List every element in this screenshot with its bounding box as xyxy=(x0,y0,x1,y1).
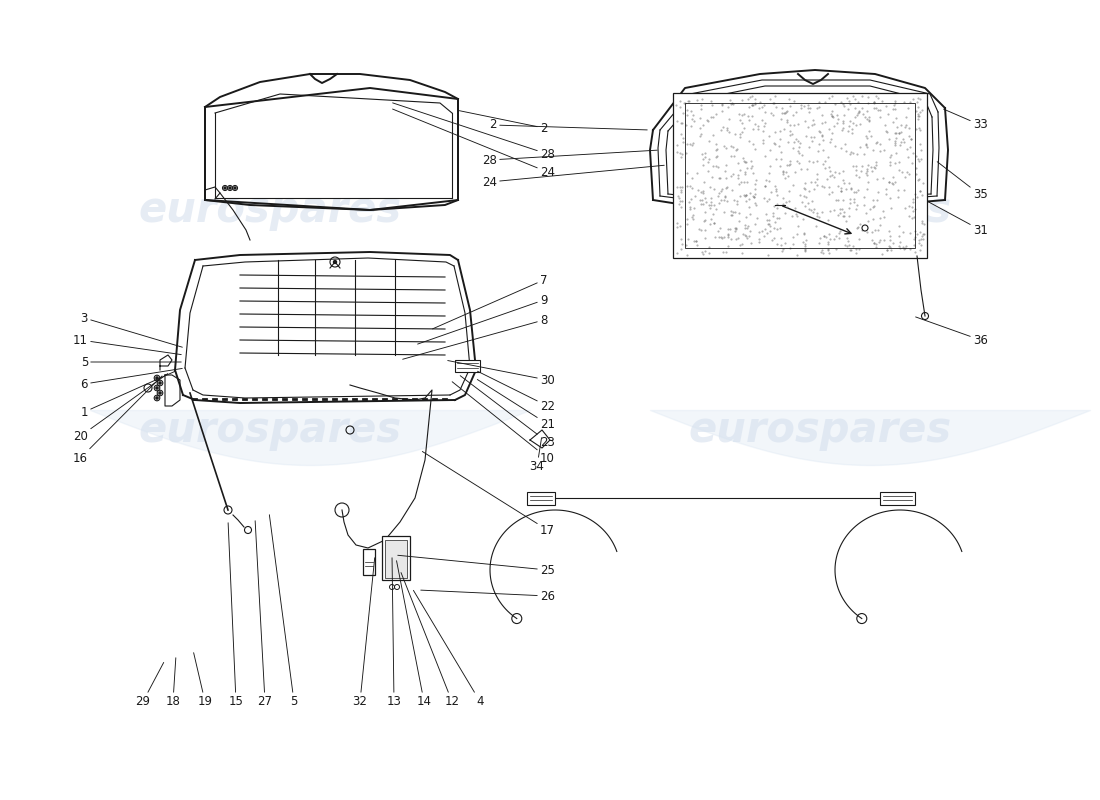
Text: 24: 24 xyxy=(482,166,664,189)
Text: 29: 29 xyxy=(135,662,164,708)
Text: 8: 8 xyxy=(403,314,548,359)
Text: 19: 19 xyxy=(194,653,212,708)
Text: 14: 14 xyxy=(396,561,431,708)
Circle shape xyxy=(156,397,158,399)
Bar xyxy=(685,103,915,248)
Text: 2: 2 xyxy=(459,110,548,134)
Text: 12: 12 xyxy=(402,573,460,708)
Text: 4: 4 xyxy=(414,590,484,708)
Text: 32: 32 xyxy=(353,558,375,708)
Circle shape xyxy=(156,377,158,379)
Circle shape xyxy=(158,392,161,394)
Text: 15: 15 xyxy=(228,522,243,708)
Text: 22: 22 xyxy=(477,371,556,413)
Bar xyxy=(880,492,915,505)
Circle shape xyxy=(229,187,231,189)
Bar xyxy=(363,549,375,575)
Text: eurospares: eurospares xyxy=(139,409,402,451)
Text: 13: 13 xyxy=(386,558,402,708)
Text: 28: 28 xyxy=(482,150,657,166)
Text: 25: 25 xyxy=(398,555,554,577)
Circle shape xyxy=(333,261,337,263)
Bar xyxy=(385,540,407,578)
Bar xyxy=(673,93,927,258)
Text: eurospares: eurospares xyxy=(689,189,952,231)
Text: 24: 24 xyxy=(393,109,556,178)
Text: 20: 20 xyxy=(73,374,167,442)
Circle shape xyxy=(158,382,161,384)
Text: 21: 21 xyxy=(477,379,556,430)
Text: 16: 16 xyxy=(73,376,162,465)
Circle shape xyxy=(224,187,225,189)
Text: 17: 17 xyxy=(422,451,556,537)
Text: 26: 26 xyxy=(421,590,556,602)
Text: 31: 31 xyxy=(927,202,988,237)
Text: 5: 5 xyxy=(270,514,298,708)
Polygon shape xyxy=(530,430,550,448)
Text: 3: 3 xyxy=(80,311,183,347)
Text: 10: 10 xyxy=(452,382,554,465)
Text: 34: 34 xyxy=(529,438,544,473)
Text: 5: 5 xyxy=(80,355,182,369)
Bar xyxy=(527,492,556,505)
Text: 11: 11 xyxy=(73,334,182,354)
Text: 27: 27 xyxy=(255,521,273,708)
Text: 1: 1 xyxy=(80,371,176,418)
Text: 33: 33 xyxy=(944,109,988,131)
Text: 36: 36 xyxy=(915,317,988,346)
Text: 6: 6 xyxy=(80,369,183,390)
Circle shape xyxy=(234,187,236,189)
Text: eurospares: eurospares xyxy=(689,409,952,451)
Bar xyxy=(382,536,410,580)
Text: 9: 9 xyxy=(418,294,548,344)
Text: 30: 30 xyxy=(448,361,554,386)
Text: eurospares: eurospares xyxy=(139,189,402,231)
Text: 2: 2 xyxy=(490,118,647,131)
Bar xyxy=(455,360,480,372)
Text: 23: 23 xyxy=(460,376,554,449)
Circle shape xyxy=(156,387,158,389)
Text: 18: 18 xyxy=(166,658,180,708)
Text: 7: 7 xyxy=(432,274,548,329)
Text: 35: 35 xyxy=(937,162,988,202)
Text: 28: 28 xyxy=(393,103,554,161)
